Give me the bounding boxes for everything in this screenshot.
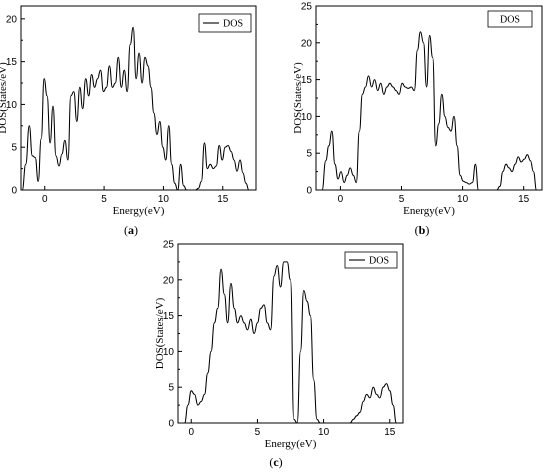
y-tick-label: 10 [301,112,313,123]
chart-panel-3: 0 5 10 15 20 25 0 5 10 15 Energy(eV) DOS(States/eV)… [154,240,404,469]
y-tick-label: 0 [168,419,174,430]
chart-panel-1: 0 5 10 15 20 0 5 10 15 Energy(eV) DOS(States/eV) DO… [0,5,257,237]
x-tick-label: 0 [188,427,194,438]
y-tick-label: 25 [163,240,175,251]
legend: DOS [344,251,398,269]
x-axis-label: Energy(eV) [113,205,165,217]
x-tick-label: 15 [518,194,530,205]
legend-box [344,251,398,269]
x-tick-label: 0 [42,194,48,205]
y-tick-label: 25 [301,2,313,13]
dos-series-line [184,261,397,424]
y-tick-label: 15 [6,57,18,68]
y-tick-label: 5 [11,143,17,154]
x-axis-label: Energy(eV) [403,205,455,217]
dos-series-line [21,26,250,191]
legend-label: DOS [223,19,243,30]
panel-label: (b) [415,223,430,237]
x-tick-label: 0 [338,194,344,205]
x-tick-label: 10 [158,194,170,205]
legend-label: DOS [369,256,389,267]
x-tick-label: 15 [384,427,396,438]
panel-label: (a) [124,223,138,237]
y-tick-label: 20 [6,14,18,25]
legend: DOS [487,10,533,28]
y-axis-label: DOS(States/eV) [154,297,166,369]
x-tick-label: 10 [318,427,330,438]
legend: DOS [198,13,252,33]
y-tick-label: 0 [11,186,17,197]
dos-series-line [321,31,538,191]
legend-label: DOS [500,15,520,26]
y-tick-label: 20 [301,38,313,49]
y-tick-label: 15 [163,311,175,322]
x-axis-label: Energy(eV) [265,438,317,450]
plot-frame [20,5,257,191]
y-tick-label: 10 [6,100,18,111]
plot-frame [177,243,404,424]
y-tick-label: 10 [163,347,175,358]
y-tick-label: 20 [163,275,175,286]
x-tick-label: 15 [217,194,229,205]
y-tick-label: 5 [306,149,312,160]
y-tick-label: 0 [306,186,312,197]
y-axis-label: DOS(States/eV) [0,62,9,134]
x-tick-label: 10 [457,194,469,205]
y-axis-label: DOS(States/eV) [292,62,304,134]
legend-box [487,10,533,28]
legend-box [198,13,252,33]
x-tick-label: 5 [101,194,107,205]
plot-frame [315,5,543,191]
chart-panel-2: 0 5 10 15 20 25 0 5 10 15 Energy(eV) DOS(States/eV)… [292,2,543,237]
y-tick-label: 15 [301,75,313,86]
y-tick-label: 5 [168,383,174,394]
x-tick-label: 5 [399,194,405,205]
panel-label: (c) [269,455,282,469]
x-tick-label: 5 [255,427,261,438]
